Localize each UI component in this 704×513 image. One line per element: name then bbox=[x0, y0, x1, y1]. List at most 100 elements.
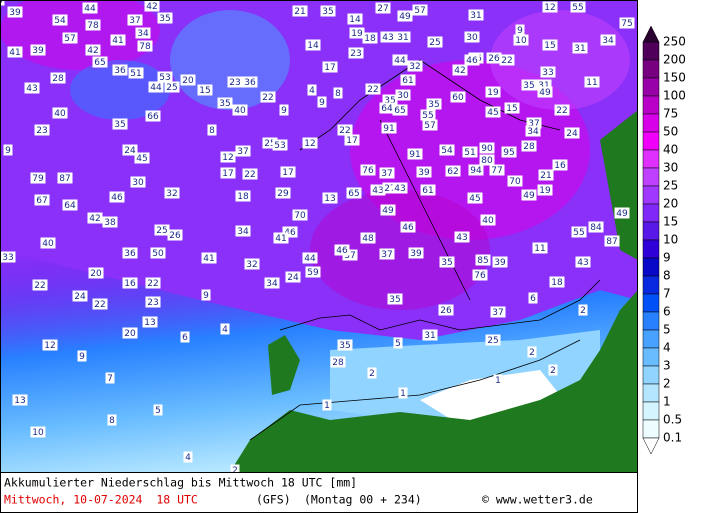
value-label: 49 bbox=[521, 189, 537, 201]
value-label: 15 bbox=[504, 102, 520, 114]
value-label: 23 bbox=[145, 296, 161, 308]
value-label: 27 bbox=[375, 2, 391, 14]
value-label: 46 bbox=[282, 226, 298, 238]
value-label-text: 24 bbox=[74, 292, 86, 302]
value-label-box bbox=[342, 249, 358, 261]
value-label-text: 30 bbox=[466, 33, 478, 43]
value-label-box bbox=[422, 329, 438, 341]
value-label-text: 31 bbox=[397, 33, 408, 43]
value-label: 21 bbox=[292, 5, 308, 17]
value-label-text: 39 bbox=[410, 249, 422, 259]
legend-swatch bbox=[642, 347, 660, 367]
value-label-box bbox=[230, 464, 240, 476]
value-label: 37 bbox=[379, 167, 395, 179]
legend-swatch bbox=[642, 401, 660, 421]
value-label-text: 39 bbox=[418, 168, 430, 178]
value-label: 61 bbox=[400, 74, 416, 86]
footer-date: Mittwoch, 10-07-2024 18 UTC bbox=[4, 493, 198, 507]
value-label: 15 bbox=[542, 39, 558, 51]
value-label-box bbox=[365, 83, 381, 95]
value-label-box bbox=[398, 387, 408, 399]
value-label-text: 41 bbox=[9, 48, 20, 58]
value-label-box bbox=[109, 191, 125, 203]
value-label-box bbox=[285, 271, 301, 283]
value-label: 11 bbox=[584, 76, 600, 88]
value-label: 41 bbox=[273, 232, 289, 244]
value-label: 65 bbox=[392, 104, 408, 116]
value-label-box bbox=[475, 254, 491, 266]
value-label: 42 bbox=[87, 212, 103, 224]
value-label: 37 bbox=[235, 145, 251, 157]
value-label-text: 15 bbox=[544, 41, 555, 51]
value-label-box bbox=[34, 124, 50, 136]
value-label-box bbox=[154, 224, 170, 236]
value-label-box bbox=[262, 137, 278, 149]
value-label-box bbox=[62, 199, 78, 211]
value-label-text: 13 bbox=[144, 318, 155, 328]
value-label-box bbox=[600, 34, 616, 46]
value-label-text: 23 bbox=[36, 126, 47, 136]
value-label-box bbox=[307, 84, 317, 96]
legend-swatch bbox=[642, 149, 660, 169]
value-label-box bbox=[197, 84, 213, 96]
value-label-box bbox=[337, 339, 353, 351]
value-label-text: 13 bbox=[324, 194, 335, 204]
value-label-text: 25 bbox=[156, 226, 167, 236]
value-label: 43 bbox=[454, 231, 470, 243]
value-label-box bbox=[157, 12, 173, 24]
value-label-text: 16 bbox=[554, 161, 566, 171]
legend-label: 0.1 bbox=[663, 431, 682, 445]
value-label-box bbox=[235, 190, 251, 202]
value-label: 5 bbox=[153, 404, 163, 416]
value-label-box bbox=[145, 277, 161, 289]
value-label: 87 bbox=[604, 235, 620, 247]
value-label-text: 13 bbox=[14, 396, 25, 406]
value-label: 19 bbox=[485, 86, 501, 98]
value-label-text: 30 bbox=[132, 178, 144, 188]
value-label-box bbox=[40, 237, 56, 249]
coastline bbox=[379, 119, 471, 301]
legend-label: 5 bbox=[663, 323, 671, 337]
value-label: 78 bbox=[85, 19, 101, 31]
value-label-text: 35 bbox=[219, 99, 230, 109]
value-label: 6 bbox=[528, 292, 538, 304]
value-label-text: 43 bbox=[456, 233, 467, 243]
value-label: 39 bbox=[416, 166, 432, 178]
value-label-box bbox=[112, 118, 128, 130]
legend-swatch bbox=[642, 419, 660, 439]
value-label-box bbox=[521, 189, 537, 201]
value-label-text: 49 bbox=[382, 206, 394, 216]
legend-swatch bbox=[642, 221, 660, 241]
value-label-box bbox=[490, 306, 506, 318]
value-label-text: 46 bbox=[336, 246, 348, 256]
value-label: 1 bbox=[322, 399, 332, 411]
value-label-text: 4 bbox=[309, 86, 315, 96]
legend-label: 75 bbox=[663, 107, 678, 121]
value-label-box bbox=[464, 54, 480, 66]
value-label-box bbox=[438, 304, 454, 316]
value-label: 22 bbox=[365, 83, 381, 95]
value-label: 90 bbox=[479, 142, 495, 154]
value-label-box bbox=[122, 144, 138, 156]
value-label-box bbox=[370, 184, 386, 196]
value-label-box bbox=[52, 14, 68, 26]
value-label: 48 bbox=[360, 232, 376, 244]
value-label-text: 80 bbox=[481, 156, 493, 166]
value-label: 55 bbox=[570, 1, 586, 13]
value-label: 8 bbox=[333, 87, 343, 99]
value-label-box bbox=[420, 109, 436, 121]
value-label-box bbox=[292, 209, 308, 221]
value-label-box bbox=[604, 235, 620, 247]
value-label: 22 bbox=[92, 298, 108, 310]
value-label-text: 23 bbox=[350, 49, 361, 59]
value-label: 46 bbox=[334, 244, 350, 256]
value-label-text: 54 bbox=[441, 146, 453, 156]
value-label: 38 bbox=[102, 216, 118, 228]
value-label-box bbox=[0, 251, 16, 263]
value-label: 65 bbox=[346, 187, 362, 199]
value-label: 5 bbox=[393, 337, 403, 349]
value-label-box bbox=[122, 247, 138, 259]
value-label-text: 78 bbox=[87, 21, 99, 31]
value-label-box bbox=[346, 187, 362, 199]
